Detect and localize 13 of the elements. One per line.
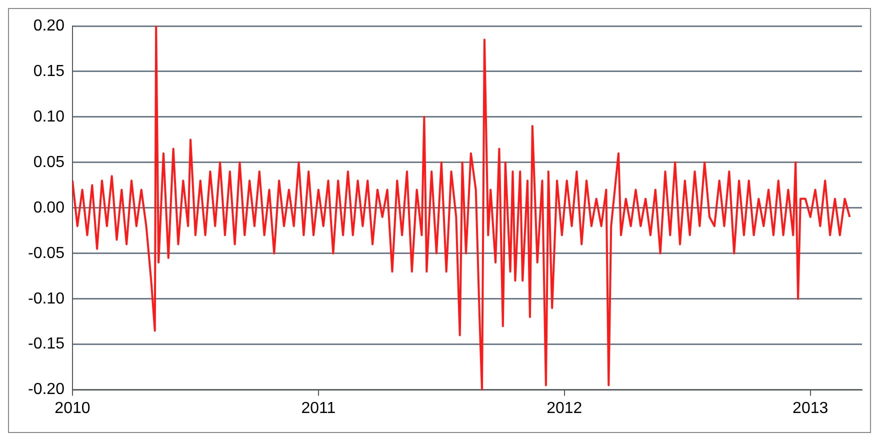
y-tick-label: 0.20	[33, 17, 65, 34]
x-tick-label: 2013	[792, 400, 828, 417]
x-tick-label: 2011	[301, 400, 336, 417]
x-tick-label: 2010	[54, 400, 90, 417]
y-tick-label: 0.00	[33, 199, 65, 216]
y-tick-label: 0.15	[33, 62, 65, 80]
y-tick-label: -0.15	[28, 336, 65, 353]
y-tick-label: -0.05	[28, 244, 65, 262]
y-tick-label: -0.20	[28, 381, 65, 398]
x-tick-label: 2012	[546, 400, 582, 417]
y-tick-label: -0.10	[28, 290, 65, 308]
y-tick-label: 0.05	[33, 154, 65, 171]
y-tick-label: 0.10	[33, 108, 65, 126]
